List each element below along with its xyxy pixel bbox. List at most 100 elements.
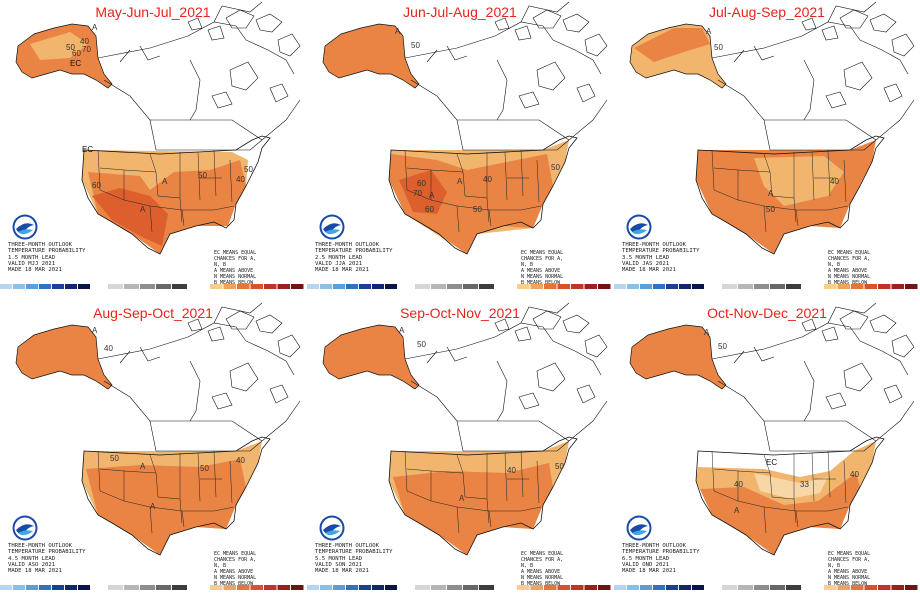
canada-border: [404, 322, 554, 360]
contour-label: 50: [198, 171, 207, 180]
state-border: [737, 470, 795, 500]
info-line: 2.5 MONTH LEAD: [315, 254, 363, 261]
contour-label: 50: [66, 43, 75, 52]
key-line: B MEANS BELOW: [214, 581, 254, 587]
arctic-island-outline: [584, 33, 608, 57]
legend-swatch: [891, 284, 904, 289]
legend-swatch: [415, 284, 430, 289]
legend-swatch: [530, 585, 543, 590]
arctic-island-outline: [532, 310, 562, 330]
legend-swatch: [557, 585, 570, 590]
info-line: MADE 18 MAR 2021: [622, 267, 676, 274]
contour-label: 50: [411, 41, 420, 50]
legend-swatch: [78, 284, 90, 289]
legend-swatch: [52, 585, 64, 590]
key-line: N, B: [214, 563, 227, 569]
legend-swatch: [463, 585, 478, 590]
legend-swatch: [210, 284, 223, 289]
panel-title: Jul-Aug-Sep_2021: [709, 4, 825, 20]
legend-swatch: [431, 284, 446, 289]
legend-swatch: [837, 585, 850, 590]
legend-swatch: [517, 585, 530, 590]
above-label: A: [140, 462, 146, 471]
arctic-island-outline: [225, 310, 255, 330]
noaa-logo: [12, 214, 38, 240]
outlook-panel: A A 50 40 50 Sep-Oct-Nov_2021 THREE-MONTH OUTL…: [307, 301, 613, 601]
panel-title: Sep-Oct-Nov_2021: [400, 305, 520, 321]
info-line: MADE 18 MAR 2021: [315, 267, 369, 274]
state-border: [149, 506, 185, 534]
legend-swatch: [307, 585, 319, 590]
canada-border: [827, 302, 877, 324]
legend-swatch: [124, 284, 139, 289]
canada-border: [213, 302, 263, 324]
canada-border: [156, 440, 263, 452]
info-line: TEMPERATURE PROBABILITY: [315, 549, 393, 556]
legend-swatch: [320, 284, 332, 289]
state-border: [99, 490, 235, 512]
state-border: [149, 205, 185, 233]
arctic-island-outline: [584, 334, 608, 358]
key-line: B MEANS BELOW: [214, 280, 254, 286]
info-line: THREE-MONTH OUTLOOK: [622, 242, 686, 248]
legend-swatch: [479, 585, 494, 590]
above-label: A: [92, 326, 98, 335]
contour-label: 40: [80, 37, 89, 46]
legend-swatch: [786, 284, 801, 289]
state-border: [197, 151, 222, 201]
arctic-island-outline: [514, 326, 532, 342]
arctic-island-outline: [255, 13, 283, 33]
legend-swatch: [250, 284, 263, 289]
legend-swatch: [557, 284, 570, 289]
arctic-island-outline: [514, 25, 532, 41]
canada-border: [717, 79, 771, 151]
state-border: [197, 452, 222, 502]
legend-swatch: [598, 585, 611, 590]
arctic-island-outline: [207, 25, 225, 41]
state-border: [456, 152, 490, 223]
info-line: THREE-MONTH OUTLOOK: [315, 543, 379, 549]
canada-border: [770, 139, 877, 151]
contour-label: 50: [555, 462, 564, 471]
info-line: MADE 18 MAR 2021: [8, 568, 62, 575]
legend-swatch: [692, 284, 704, 289]
legend-swatch: [431, 585, 446, 590]
legend-swatch: [237, 585, 250, 590]
us-outline: [81, 135, 271, 255]
legend-swatch: [770, 585, 785, 590]
legend-swatch: [372, 585, 384, 590]
canada-border: [496, 59, 508, 121]
canada-border: [229, 61, 259, 91]
above-label: A: [706, 27, 712, 36]
key-line: CHANCES FOR A,: [214, 557, 257, 563]
legend-swatch: [851, 585, 864, 590]
canada-border: [576, 384, 596, 404]
key-line: A MEANS ABOVE: [828, 569, 868, 575]
key-line: N MEANS NORMAL: [828, 274, 871, 280]
canada-border: [764, 119, 877, 141]
legend-swatch: [307, 284, 319, 289]
legend-swatch: [140, 284, 155, 289]
info-line: 3.5 MONTH LEAD: [622, 254, 670, 261]
info-line: VALID OND 2021: [622, 561, 670, 568]
legend-swatch: [172, 284, 187, 289]
key-line: CHANCES FOR A,: [521, 557, 564, 563]
state-border: [827, 149, 847, 203]
contour-label: 60: [417, 179, 426, 188]
legend-swatch: [264, 585, 277, 590]
alaska-outline: [629, 23, 727, 89]
outlook-info: THREE-MONTH OUTLOOK TEMPERATURE PROBABILI…: [622, 242, 699, 273]
legend-swatch: [346, 284, 358, 289]
info-line: 1.5 MONTH LEAD: [8, 254, 56, 261]
legend-swatch: [78, 585, 90, 590]
info-line: MADE 18 MAR 2021: [315, 568, 369, 575]
probability-shading: [30, 32, 88, 60]
alaska-outline: [15, 23, 113, 89]
info-line: VALID SON 2021: [315, 561, 363, 568]
legend-swatch: [223, 585, 236, 590]
key-line: N, B: [521, 262, 534, 268]
legend-swatch: [891, 585, 904, 590]
